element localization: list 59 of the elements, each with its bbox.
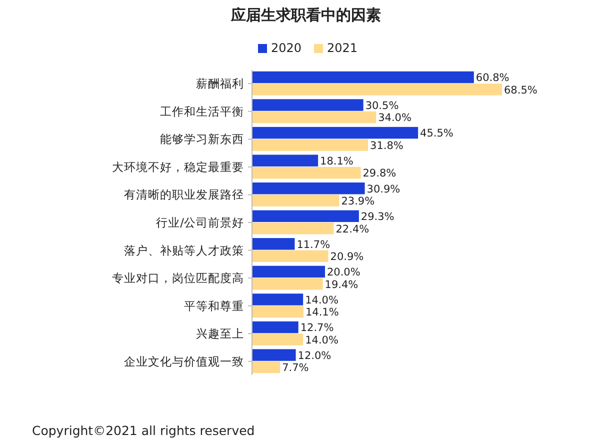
legend-label: 2020 xyxy=(271,41,302,55)
bar xyxy=(252,166,361,179)
y-tick-label: 平等和尊重 xyxy=(184,298,244,313)
data-label: 34.0% xyxy=(378,112,412,124)
bar xyxy=(252,278,323,290)
bar xyxy=(252,84,502,96)
bar xyxy=(252,306,304,318)
legend-label: 2021 xyxy=(327,41,358,55)
data-label: 18.1% xyxy=(320,156,354,168)
y-tick-label: 落户、补贴等人才政策 xyxy=(124,243,244,258)
y-tick-label: 能够学习新东西 xyxy=(160,132,244,146)
data-label: 11.7% xyxy=(296,238,330,251)
data-label: 12.0% xyxy=(298,350,332,362)
data-label: 68.5% xyxy=(504,84,538,96)
bar xyxy=(252,349,296,361)
y-tick-label: 有清晰的职业发展路径 xyxy=(124,188,244,202)
data-label: 23.9% xyxy=(341,196,375,208)
bar xyxy=(252,222,334,234)
bar xyxy=(252,71,474,84)
data-label: 30.9% xyxy=(366,183,400,196)
bar xyxy=(252,194,340,206)
y-tick-label: 企业文化与价值观一致 xyxy=(124,354,244,368)
bar xyxy=(252,126,418,139)
bar xyxy=(252,182,365,194)
bar xyxy=(252,334,304,346)
data-label: 20.0% xyxy=(326,266,360,279)
data-label: 29.8% xyxy=(362,168,396,180)
y-tick-label: 大环境不好，稳定最重要 xyxy=(112,160,244,174)
bar xyxy=(252,210,359,222)
bar xyxy=(252,294,304,306)
data-label: 14.0% xyxy=(305,294,338,306)
data-label: 31.8% xyxy=(370,140,404,152)
data-label: 20.9% xyxy=(330,251,364,264)
y-tick-label: 兴趣至上 xyxy=(196,326,244,341)
data-label: 45.5% xyxy=(420,128,454,140)
bar xyxy=(252,361,280,374)
text: Copyright©2021 all rights reserved xyxy=(32,423,255,438)
y-tick-label: 工作和生活平衡 xyxy=(160,104,244,118)
data-label: 29.3% xyxy=(360,211,394,224)
data-label: 7.7% xyxy=(282,362,309,374)
y-tick-label: 行业/公司前景好 xyxy=(156,216,244,230)
bar xyxy=(252,250,328,262)
data-label: 30.5% xyxy=(365,100,399,112)
data-label: 14.0% xyxy=(305,334,338,346)
bar xyxy=(252,154,318,166)
bar xyxy=(252,321,298,334)
data-label: 22.4% xyxy=(336,223,370,236)
data-label: 14.1% xyxy=(305,306,339,319)
bar xyxy=(252,139,368,151)
data-label: 19.4% xyxy=(324,278,358,291)
bar xyxy=(252,266,325,278)
y-tick-label: 专业对口，岗位匹配度高 xyxy=(112,271,244,286)
chart-title: 应届生求职看中的因素 xyxy=(230,6,381,24)
bar xyxy=(252,111,376,124)
bar xyxy=(252,238,295,250)
data-label: 12.7% xyxy=(300,322,334,334)
bar xyxy=(252,99,364,111)
y-tick-label: 薪酬福利 xyxy=(196,76,244,91)
data-label: 60.8% xyxy=(476,72,510,84)
